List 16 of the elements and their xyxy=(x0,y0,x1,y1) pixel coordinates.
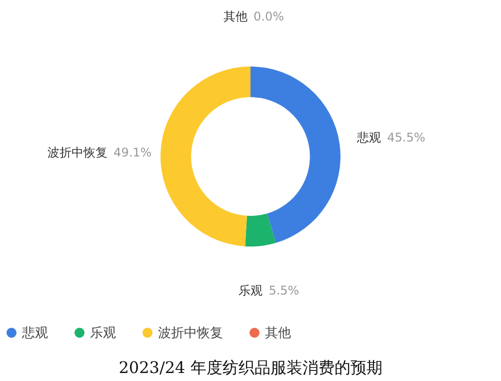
text: 0.0% xyxy=(254,10,284,24)
slice-label: 乐观 xyxy=(238,284,263,298)
slice-label: 悲观 xyxy=(356,130,382,144)
legend-label: 波折中恢复 xyxy=(158,326,223,341)
donut-slice xyxy=(160,66,250,246)
data-label: 45.5% xyxy=(387,130,426,144)
donut-slice xyxy=(245,213,276,246)
legend-label: 悲观 xyxy=(21,326,48,341)
data-label: 5.5% xyxy=(268,284,300,298)
category-label: 其他 xyxy=(224,10,248,24)
text: 2023/24 年度纺织品服装消费的预期 xyxy=(118,358,382,377)
donut-slice xyxy=(250,66,340,243)
data-label: 49.1% xyxy=(114,145,152,160)
legend-label: 乐观 xyxy=(90,326,116,341)
slice-label: 波折中恢复 xyxy=(48,145,108,160)
legend-label: 其他 xyxy=(265,326,291,341)
